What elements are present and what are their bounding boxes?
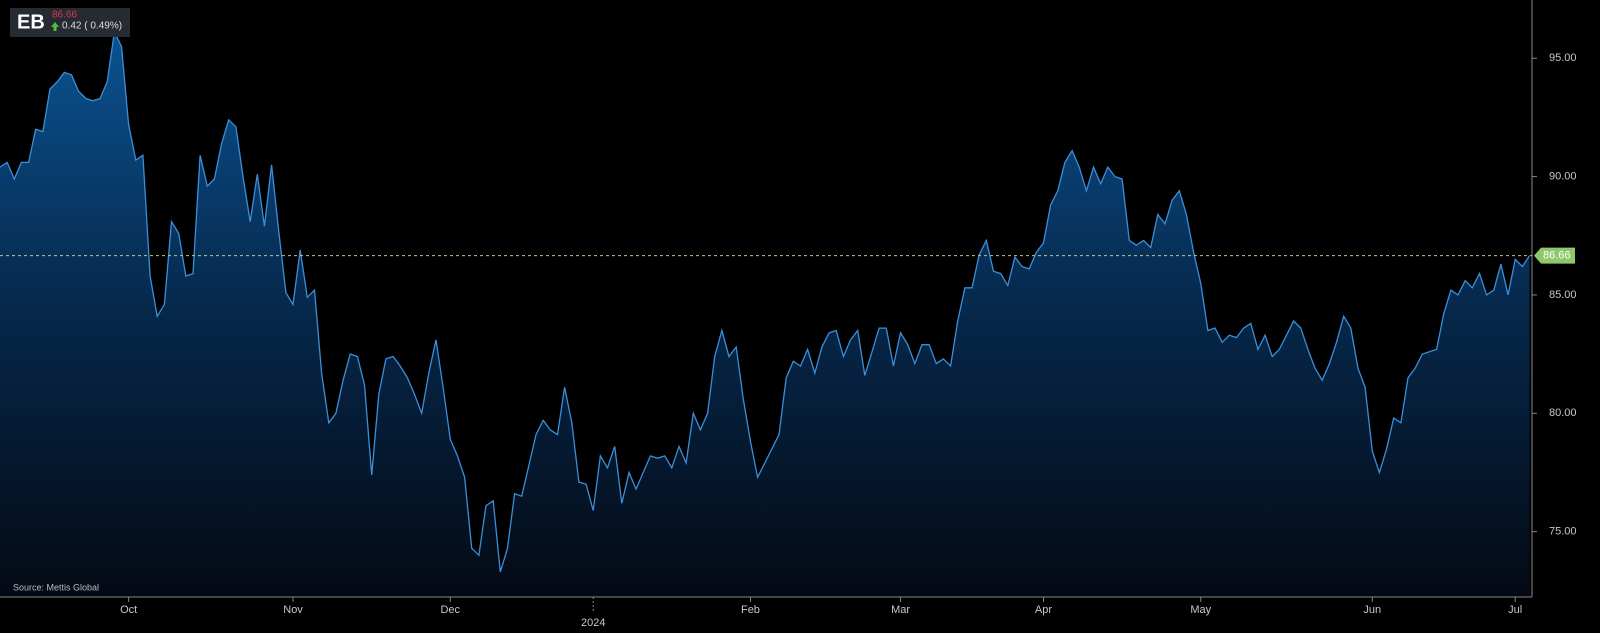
- y-tick-label: 90.00: [1549, 170, 1577, 182]
- header-price: 86.66: [52, 10, 77, 21]
- symbol: EB: [17, 11, 45, 33]
- last-price-tag: [1534, 247, 1575, 264]
- area-fill: [0, 32, 1530, 597]
- header-change: 0.42 ( 0.49%): [62, 21, 122, 32]
- x-tick-label: Oct: [120, 604, 137, 616]
- x-tick-label: Nov: [283, 604, 303, 616]
- x-tick-label: Jul: [1508, 604, 1522, 616]
- last-price-label: 86.66: [1543, 250, 1571, 262]
- y-tick-label: 95.00: [1549, 52, 1577, 64]
- source-note: Source: Mettis Global: [13, 582, 99, 592]
- x-tick-label: Feb: [741, 604, 760, 616]
- y-tick-label: 80.00: [1549, 407, 1577, 419]
- y-tick-label: 75.00: [1549, 526, 1577, 538]
- price-line: [0, 30, 1531, 573]
- plot-area: [0, 30, 1531, 597]
- x-tick-label: 2024: [581, 617, 605, 629]
- up-arrow-icon: [51, 22, 59, 31]
- x-tick-label: Apr: [1035, 604, 1052, 616]
- x-tick-label: Dec: [440, 604, 460, 616]
- y-tick-label: 85.00: [1549, 289, 1577, 301]
- x-tick-label: Jun: [1363, 604, 1381, 616]
- x-tick-label: May: [1190, 604, 1211, 616]
- header-background: [10, 8, 130, 37]
- x-tick-label: Mar: [891, 604, 910, 616]
- header-badge: EB 86.66 0.42 ( 0.49%): [10, 8, 130, 37]
